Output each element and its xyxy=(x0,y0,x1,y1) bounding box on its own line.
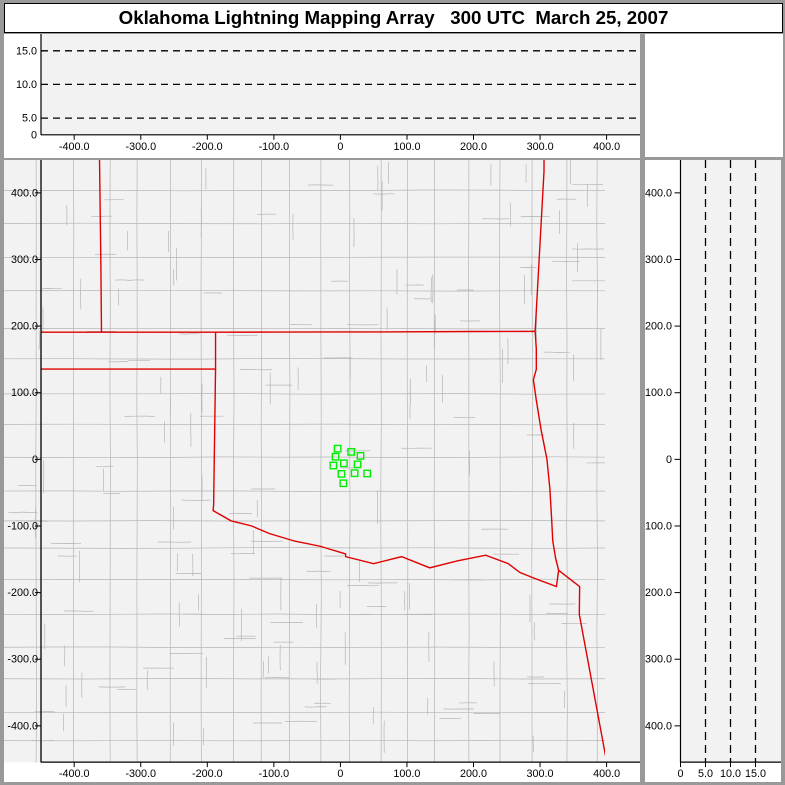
svg-text:15.0: 15.0 xyxy=(16,46,37,58)
svg-text:-200.0: -200.0 xyxy=(645,587,672,599)
svg-text:0: 0 xyxy=(337,141,343,153)
svg-text:10.0: 10.0 xyxy=(720,768,741,780)
svg-text:-200.0: -200.0 xyxy=(192,768,223,780)
svg-text:-100.0: -100.0 xyxy=(259,768,290,780)
svg-text:10.0: 10.0 xyxy=(16,79,37,91)
svg-text:-300.0: -300.0 xyxy=(7,654,38,666)
svg-text:400.0: 400.0 xyxy=(645,187,672,199)
svg-text:0: 0 xyxy=(677,768,683,780)
svg-text:300.0: 300.0 xyxy=(645,254,672,266)
svg-text:-100.0: -100.0 xyxy=(645,520,672,532)
svg-text:-300.0: -300.0 xyxy=(125,141,156,153)
svg-text:100.0: 100.0 xyxy=(11,387,38,399)
svg-text:100.0: 100.0 xyxy=(645,387,672,399)
svg-text:-300.0: -300.0 xyxy=(645,654,672,666)
svg-text:-400.0: -400.0 xyxy=(7,720,38,732)
svg-text:400.0: 400.0 xyxy=(11,187,38,199)
svg-text:15.0: 15.0 xyxy=(745,768,766,780)
svg-text:300.0: 300.0 xyxy=(11,254,38,266)
svg-text:400.0: 400.0 xyxy=(593,768,620,780)
svg-text:200.0: 200.0 xyxy=(11,321,38,333)
svg-text:-200.0: -200.0 xyxy=(7,587,38,599)
svg-text:300.0: 300.0 xyxy=(527,141,554,153)
svg-text:-100.0: -100.0 xyxy=(7,520,38,532)
svg-text:200.0: 200.0 xyxy=(460,768,487,780)
svg-text:-300.0: -300.0 xyxy=(125,768,156,780)
svg-text:5.0: 5.0 xyxy=(698,768,713,780)
svg-text:-400.0: -400.0 xyxy=(59,141,90,153)
svg-text:300.0: 300.0 xyxy=(527,768,554,780)
svg-text:0: 0 xyxy=(32,454,38,466)
svg-text:-400.0: -400.0 xyxy=(645,720,672,732)
svg-text:200.0: 200.0 xyxy=(645,321,672,333)
svg-text:5.0: 5.0 xyxy=(22,113,37,125)
svg-text:100.0: 100.0 xyxy=(393,141,420,153)
svg-text:100.0: 100.0 xyxy=(393,768,420,780)
svg-text:200.0: 200.0 xyxy=(460,141,487,153)
svg-text:-100.0: -100.0 xyxy=(259,141,290,153)
svg-text:-200.0: -200.0 xyxy=(192,141,223,153)
svg-text:-400.0: -400.0 xyxy=(59,768,90,780)
svg-text:400.0: 400.0 xyxy=(593,141,620,153)
svg-text:0: 0 xyxy=(337,768,343,780)
svg-text:0: 0 xyxy=(31,130,37,142)
svg-text:0: 0 xyxy=(666,454,672,466)
